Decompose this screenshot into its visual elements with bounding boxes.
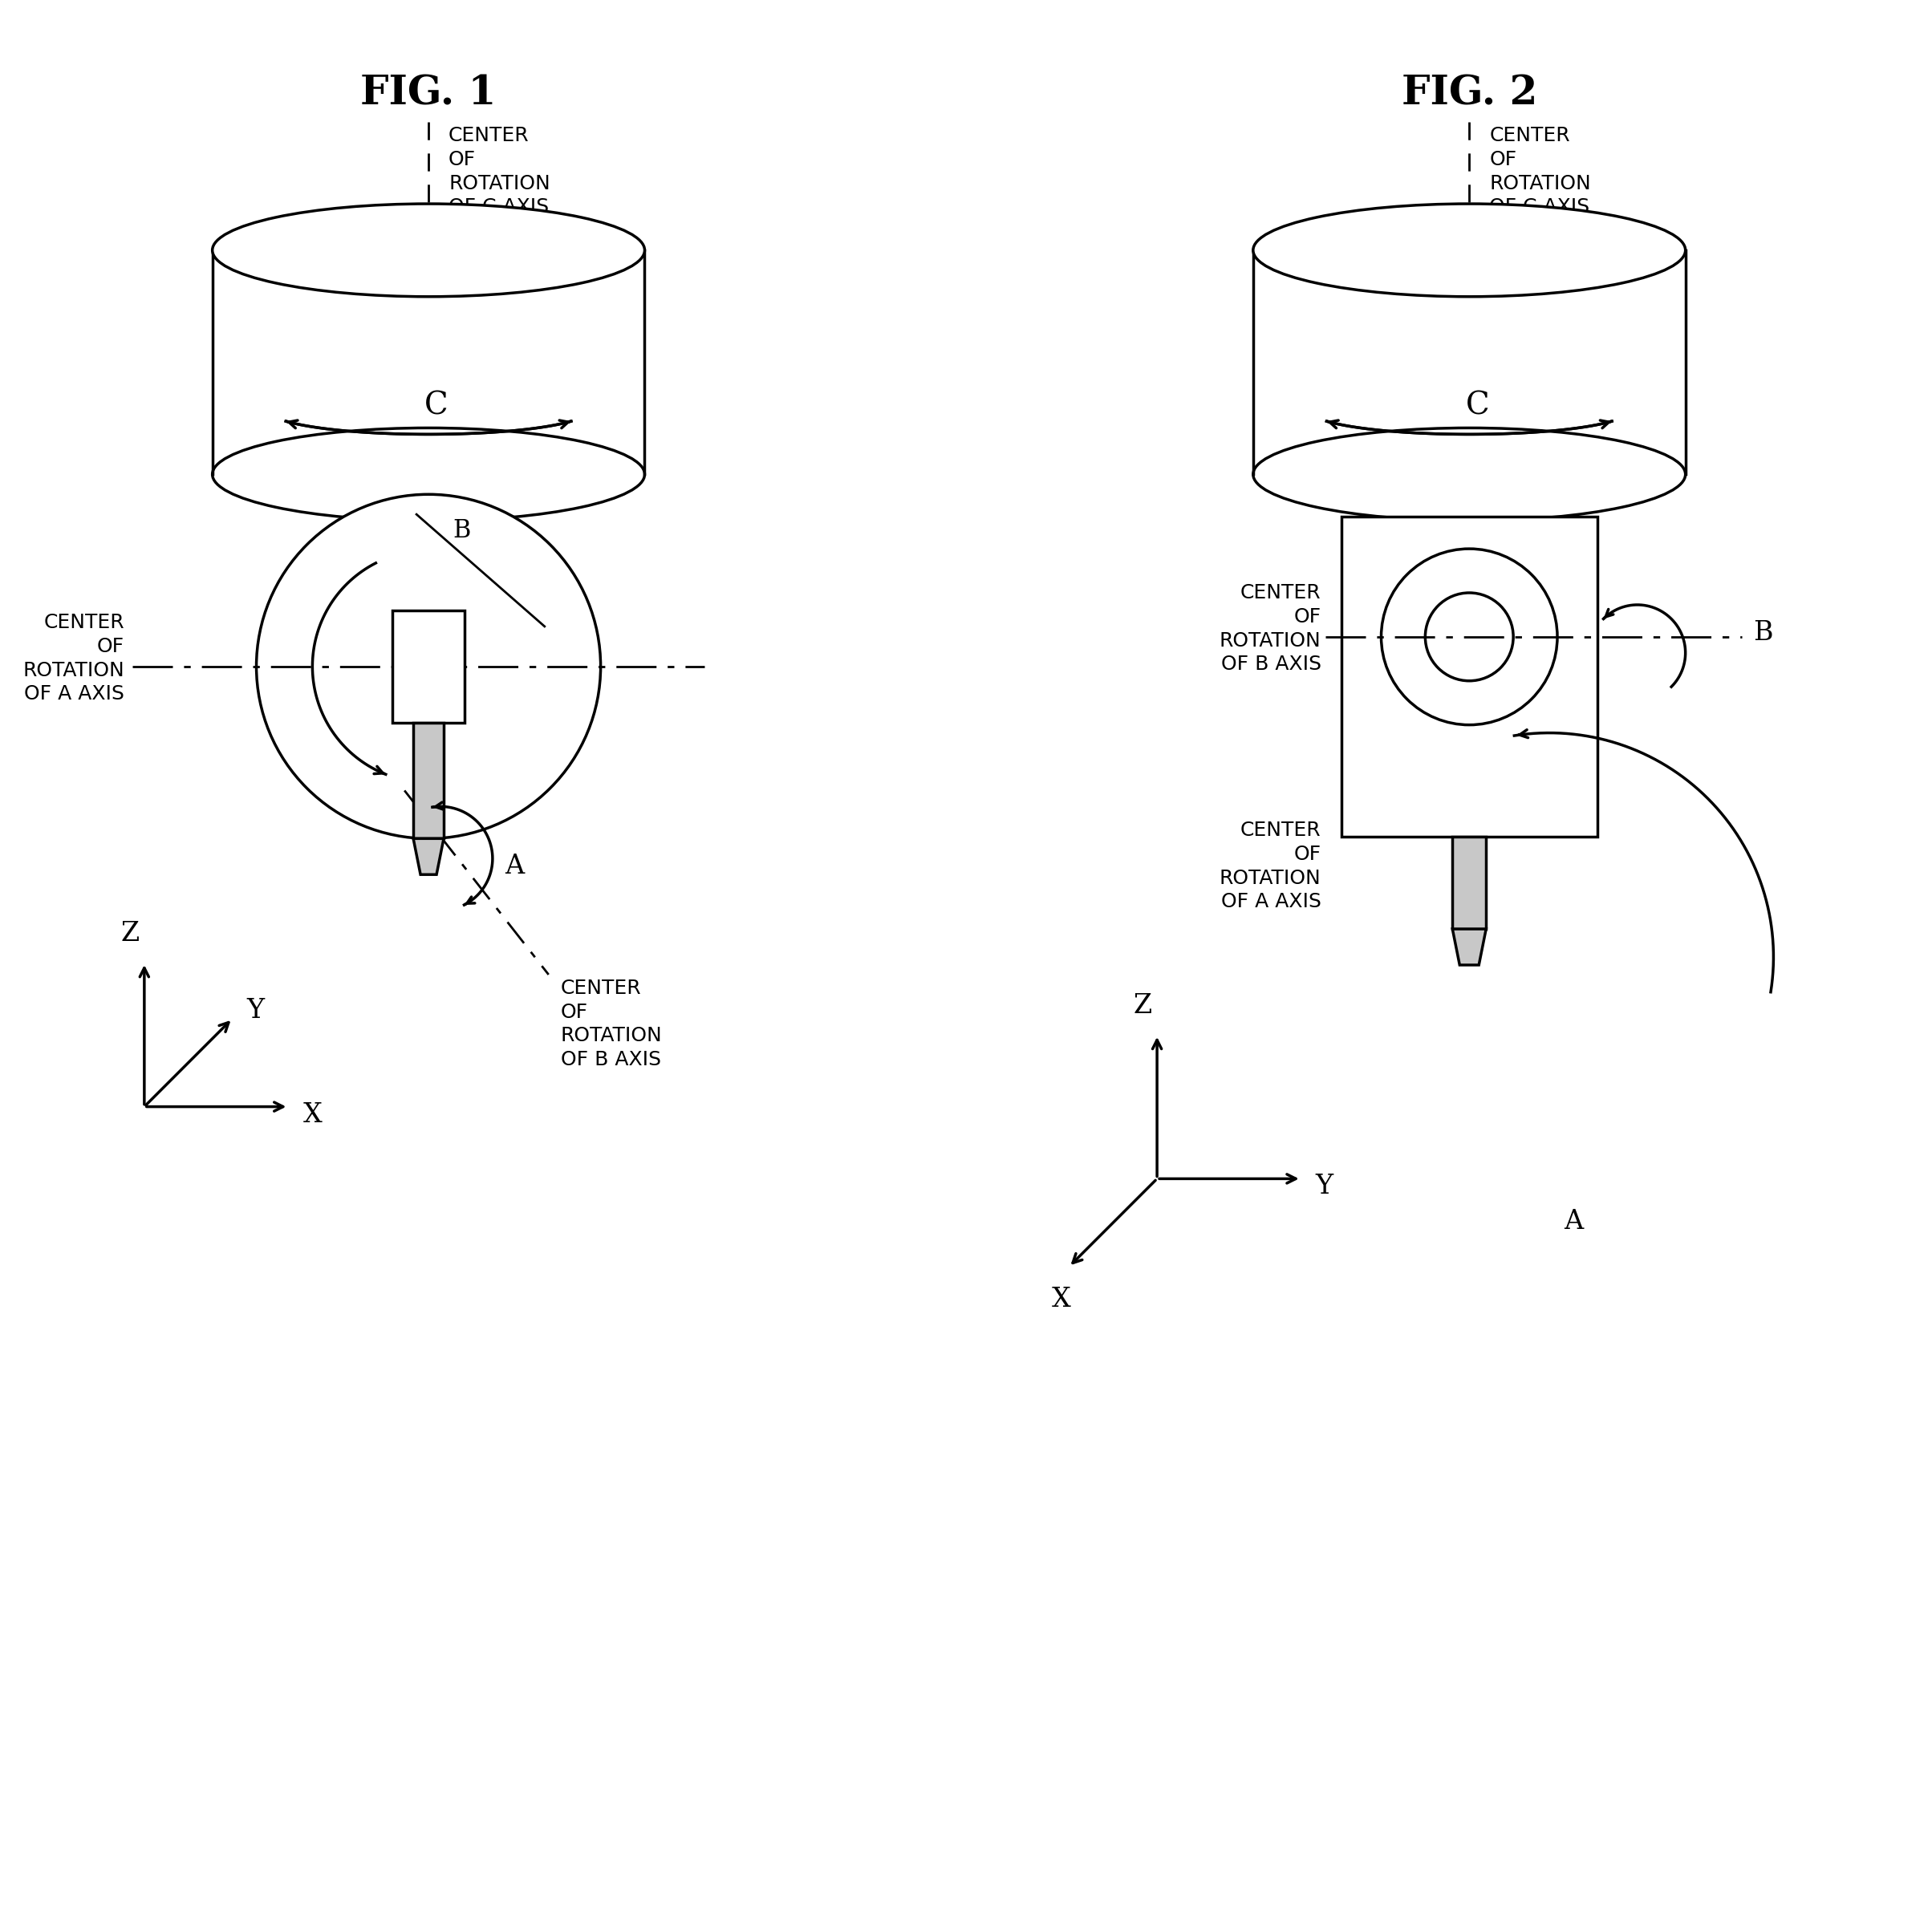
Text: Y: Y (247, 997, 265, 1024)
Ellipse shape (213, 204, 645, 296)
Ellipse shape (213, 428, 645, 521)
Text: B: B (1754, 621, 1774, 646)
Text: FIG. 2: FIG. 2 (1401, 74, 1538, 115)
Text: CENTER
OF
ROTATION
OF C AXIS: CENTER OF ROTATION OF C AXIS (1490, 126, 1590, 218)
Text: CENTER
OF
ROTATION
OF B AXIS: CENTER OF ROTATION OF B AXIS (560, 978, 663, 1070)
Circle shape (1381, 548, 1557, 726)
Polygon shape (213, 250, 645, 474)
Text: CENTER
OF
ROTATION
OF A AXIS: CENTER OF ROTATION OF A AXIS (23, 613, 124, 703)
Text: FIG. 1: FIG. 1 (361, 74, 497, 115)
Polygon shape (1453, 837, 1486, 928)
Text: C: C (425, 392, 448, 420)
Text: C: C (1464, 392, 1490, 420)
Text: Y: Y (1316, 1175, 1333, 1199)
Polygon shape (363, 518, 495, 592)
Ellipse shape (1254, 428, 1685, 521)
Text: B: B (452, 518, 471, 542)
Text: A: A (1563, 1209, 1582, 1234)
Polygon shape (1254, 250, 1685, 474)
Circle shape (1426, 592, 1513, 680)
Text: X: X (1051, 1287, 1070, 1312)
Text: Z: Z (120, 921, 139, 947)
Polygon shape (413, 722, 444, 838)
Text: Z: Z (1134, 993, 1151, 1018)
Polygon shape (1341, 518, 1598, 837)
Text: X: X (303, 1102, 323, 1127)
Polygon shape (392, 611, 464, 722)
Polygon shape (413, 838, 444, 875)
Text: CENTER
OF
ROTATION
OF A AXIS: CENTER OF ROTATION OF A AXIS (1219, 821, 1321, 911)
Circle shape (257, 495, 601, 838)
Ellipse shape (1254, 204, 1685, 296)
Text: CENTER
OF
ROTATION
OF B AXIS: CENTER OF ROTATION OF B AXIS (1219, 583, 1321, 674)
Text: A: A (504, 854, 524, 879)
Polygon shape (1453, 928, 1486, 965)
Text: CENTER
OF
ROTATION
OF C AXIS: CENTER OF ROTATION OF C AXIS (448, 126, 551, 218)
